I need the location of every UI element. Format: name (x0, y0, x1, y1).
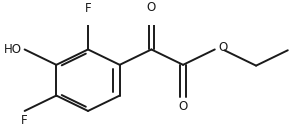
Text: O: O (179, 100, 188, 113)
Text: HO: HO (4, 43, 22, 56)
Text: O: O (147, 1, 156, 14)
Text: F: F (85, 2, 91, 15)
Text: O: O (219, 41, 228, 54)
Text: F: F (21, 114, 28, 127)
